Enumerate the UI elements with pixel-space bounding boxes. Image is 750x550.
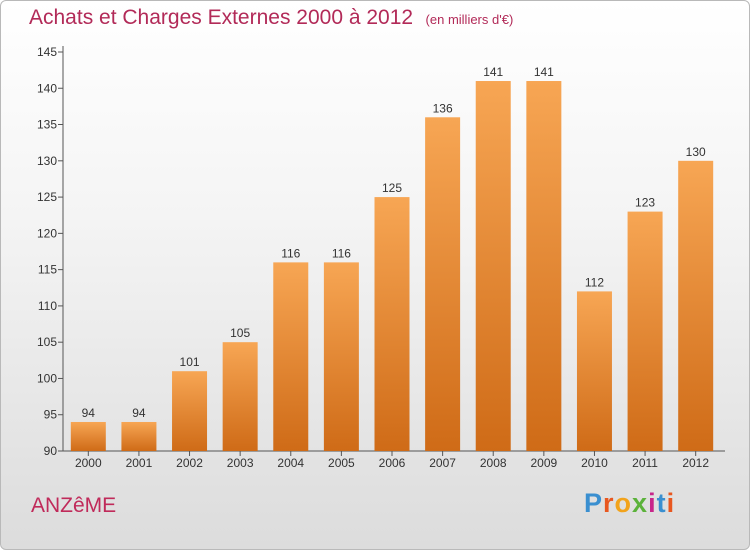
bar-value-label: 112 <box>585 275 604 289</box>
y-tick-label: 115 <box>38 263 57 277</box>
bar <box>273 262 309 451</box>
y-tick-label: 140 <box>37 81 57 95</box>
bar <box>425 117 461 452</box>
bar-value-label: 136 <box>433 101 453 115</box>
x-tick-label: 2001 <box>126 456 153 470</box>
bar-value-label: 94 <box>82 406 96 420</box>
bar <box>678 160 714 451</box>
bar <box>222 342 258 451</box>
bar <box>70 421 106 451</box>
y-tick-label: 120 <box>37 226 57 240</box>
logo-letter: t <box>656 488 667 518</box>
x-tick-label: 2002 <box>176 456 203 470</box>
bar-value-label: 116 <box>332 246 351 260</box>
x-tick-label: 2000 <box>75 456 102 470</box>
x-tick-label: 2010 <box>581 456 608 470</box>
bar <box>121 421 157 451</box>
y-tick-label: 145 <box>37 45 57 59</box>
y-tick-label: 100 <box>37 371 57 385</box>
y-tick-label: 95 <box>44 408 58 422</box>
bars: 94 94 101 105 116 116 125 136 141 141 112 123 130 <box>70 65 714 452</box>
bar <box>172 371 208 451</box>
logo-letter: P <box>584 488 604 518</box>
y-tick-label: 125 <box>37 190 57 204</box>
logo-letter: o <box>614 488 633 518</box>
bar-value-label: 116 <box>281 246 300 260</box>
logo-letter: i <box>666 488 676 518</box>
x-tick-label: 2008 <box>480 456 507 470</box>
bar-value-label: 141 <box>534 65 554 79</box>
logo-letter: i <box>648 488 657 518</box>
x-tick-label: 2009 <box>530 456 557 470</box>
bar <box>374 197 410 451</box>
logo-letter: r <box>603 488 615 518</box>
bar-value-label: 101 <box>180 355 200 369</box>
x-tick-label: 2011 <box>632 456 658 470</box>
y-tick-label: 135 <box>37 118 57 132</box>
chart-title: Achats et Charges Externes 2000 à 2012 (… <box>29 6 513 30</box>
bar-value-label: 130 <box>686 145 706 159</box>
bar <box>627 211 663 451</box>
commune-name: ANZêME <box>31 494 117 517</box>
bar-value-label: 141 <box>483 65 503 79</box>
y-tick-label: 110 <box>38 299 57 313</box>
bar <box>475 81 511 451</box>
title-text: Achats et Charges Externes 2000 à 2012 <box>29 6 414 29</box>
y-tick-label: 105 <box>37 335 57 349</box>
logo-letter: x <box>632 488 649 518</box>
x-tick-label: 2012 <box>682 456 709 470</box>
bar-value-label: 123 <box>635 196 655 210</box>
bar <box>526 81 562 451</box>
unit-text: (en milliers d'€) <box>425 12 514 27</box>
bar-value-label: 94 <box>132 406 146 420</box>
bar <box>576 291 612 451</box>
x-tick-label: 2003 <box>227 456 254 470</box>
bar-value-label: 105 <box>230 326 250 340</box>
x-tick-label: 2006 <box>379 456 406 470</box>
bar <box>323 262 359 451</box>
proxiti-logo: Proxiti <box>584 488 675 519</box>
x-tick-label: 2005 <box>328 456 355 470</box>
y-tick-label: 130 <box>37 154 57 168</box>
y-tick-label: 90 <box>44 444 58 458</box>
bar-value-label: 125 <box>382 181 402 195</box>
x-tick-label: 2007 <box>429 456 456 470</box>
x-tick-label: 2004 <box>277 456 304 470</box>
